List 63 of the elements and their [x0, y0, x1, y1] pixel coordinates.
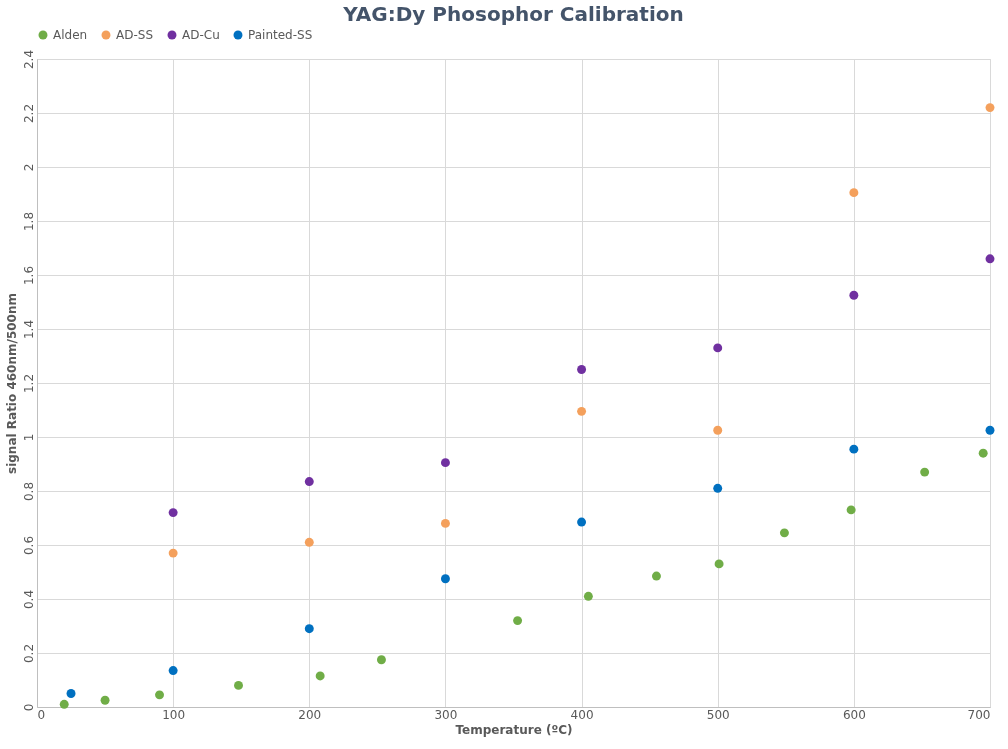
point — [577, 365, 587, 374]
point — [440, 518, 450, 528]
point — [985, 254, 995, 264]
point — [304, 624, 314, 634]
y-tick-label: 2 — [21, 163, 36, 172]
point — [440, 458, 450, 468]
point — [376, 655, 386, 665]
point — [978, 448, 988, 458]
x-tick-label: 100 — [162, 707, 186, 722]
point — [651, 571, 661, 581]
point — [920, 467, 930, 477]
x-tick-label: 600 — [842, 707, 866, 722]
point — [168, 548, 178, 558]
y-tick-label: 1.4 — [21, 319, 36, 340]
point — [713, 425, 723, 435]
point — [440, 574, 450, 584]
y-tick-label: 2.4 — [21, 49, 36, 70]
point — [846, 505, 856, 515]
legend-label: AD-SS — [116, 28, 154, 42]
legend-label: Alden — [53, 28, 88, 42]
point — [849, 290, 859, 300]
point — [168, 508, 178, 518]
point — [713, 483, 723, 493]
y-tick-label: 0.6 — [21, 535, 36, 556]
legend-label: Painted-SS — [248, 28, 313, 42]
x-tick-label: 700 — [967, 707, 991, 722]
legend-label: AD-Cu — [182, 28, 220, 42]
y-tick-label: 1 — [21, 433, 36, 442]
point — [100, 695, 110, 705]
point — [234, 680, 243, 690]
point — [985, 425, 995, 435]
y-tick-label: 1.8 — [21, 211, 36, 232]
x-tick-label: 200 — [298, 707, 322, 722]
x-tick-label: 400 — [570, 707, 594, 722]
point — [713, 343, 723, 353]
y-axis-title: signal Ratio 460nm/500nm — [4, 293, 19, 474]
point — [304, 537, 314, 547]
point — [583, 591, 593, 601]
point — [779, 528, 789, 538]
chart-title: YAG:Dy Phosophor Calibration — [342, 2, 684, 26]
x-tick-label: 0 — [37, 707, 46, 722]
y-tick-label: 1.2 — [21, 373, 36, 394]
x-tick-label: 500 — [706, 707, 730, 722]
point — [714, 559, 724, 569]
point — [304, 477, 314, 487]
point — [66, 689, 76, 698]
y-tick-label: 1.6 — [21, 265, 36, 286]
x-tick-label: 300 — [434, 707, 458, 722]
point — [315, 671, 325, 681]
y-tick-label: 2.2 — [21, 103, 36, 124]
y-tick-label: 0.8 — [21, 481, 36, 502]
y-tick-label: 0.4 — [21, 589, 36, 610]
point — [577, 517, 587, 527]
point — [849, 188, 859, 198]
point — [513, 616, 523, 626]
point — [849, 444, 859, 454]
point — [577, 406, 587, 416]
y-tick-label: 0.2 — [21, 643, 36, 664]
point — [155, 690, 164, 700]
x-axis-title: Temperature (ºC) — [455, 722, 573, 737]
point — [168, 666, 178, 676]
point — [985, 103, 995, 113]
point — [59, 699, 69, 709]
